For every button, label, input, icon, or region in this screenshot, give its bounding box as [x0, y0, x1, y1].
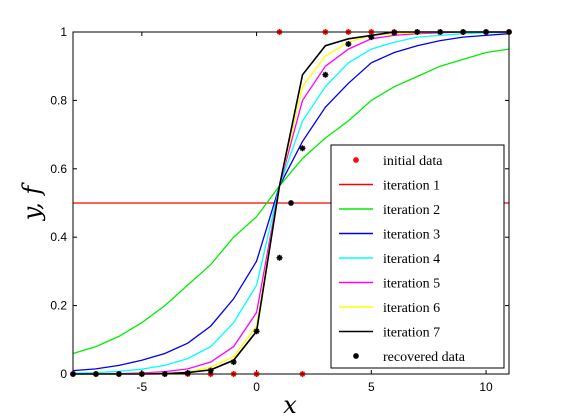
- legend-label-iteration-4: iteration 4: [383, 252, 440, 267]
- legend-label-iteration-3: iteration 3: [383, 228, 440, 243]
- series-line-iteration-5: [73, 31, 509, 375]
- x-tick-label: 10: [479, 380, 493, 394]
- recovered-data-point: [299, 145, 306, 152]
- legend-label-iteration-7: iteration 7: [383, 326, 440, 341]
- y-tick-label: 0: [60, 367, 67, 381]
- recovered-data-point: [345, 40, 352, 47]
- series-line-iteration-4: [72, 31, 510, 374]
- y-tick-label: 0.6: [50, 162, 67, 176]
- y-axis-label: y, f: [18, 182, 46, 222]
- legend-label-initial-data: initial data: [383, 154, 443, 169]
- y-tick-label: 0.2: [50, 299, 67, 313]
- x-tick-label: 5: [368, 380, 375, 394]
- y-tick-label: 1: [60, 25, 67, 39]
- recovered-data-point: [288, 200, 294, 206]
- recovered-data-point: [276, 254, 283, 261]
- recovered-data-point: [207, 367, 214, 374]
- legend: initial data iteration 1 iteration 2 iterat…: [330, 144, 505, 369]
- legend-label-iteration-1: iteration 1: [383, 179, 440, 194]
- y-tick-label: 0.8: [50, 93, 67, 107]
- legend-label-recovered-data: recovered data: [383, 350, 466, 365]
- recovered-data-point: [253, 328, 260, 335]
- plot-frame: [72, 31, 510, 375]
- x-tick-label: -5: [137, 380, 148, 394]
- legend-label-iteration-5: iteration 5: [383, 277, 440, 292]
- recovered-data-point: [230, 359, 237, 366]
- legend-label-iteration-2: iteration 2: [383, 203, 440, 218]
- x-axis-label: x: [283, 391, 297, 419]
- legend-marker-recovered-data: [353, 353, 359, 359]
- recovered-data-point: [391, 29, 398, 36]
- recovered-data-point: [368, 34, 375, 41]
- legend-marker-initial-data: [353, 157, 359, 163]
- series-line-iteration-2: [72, 48, 510, 355]
- legend-label-iteration-6: iteration 6: [383, 301, 440, 316]
- recovered-data-point: [322, 71, 329, 78]
- series-line-iteration-3: [72, 33, 510, 372]
- y-tick-label: 0.4: [50, 230, 67, 244]
- tick-labels: -5 0 5 10 0 0.2 0.4 0.6 0.8 1: [50, 25, 493, 394]
- x-tick-label: 0: [253, 380, 260, 394]
